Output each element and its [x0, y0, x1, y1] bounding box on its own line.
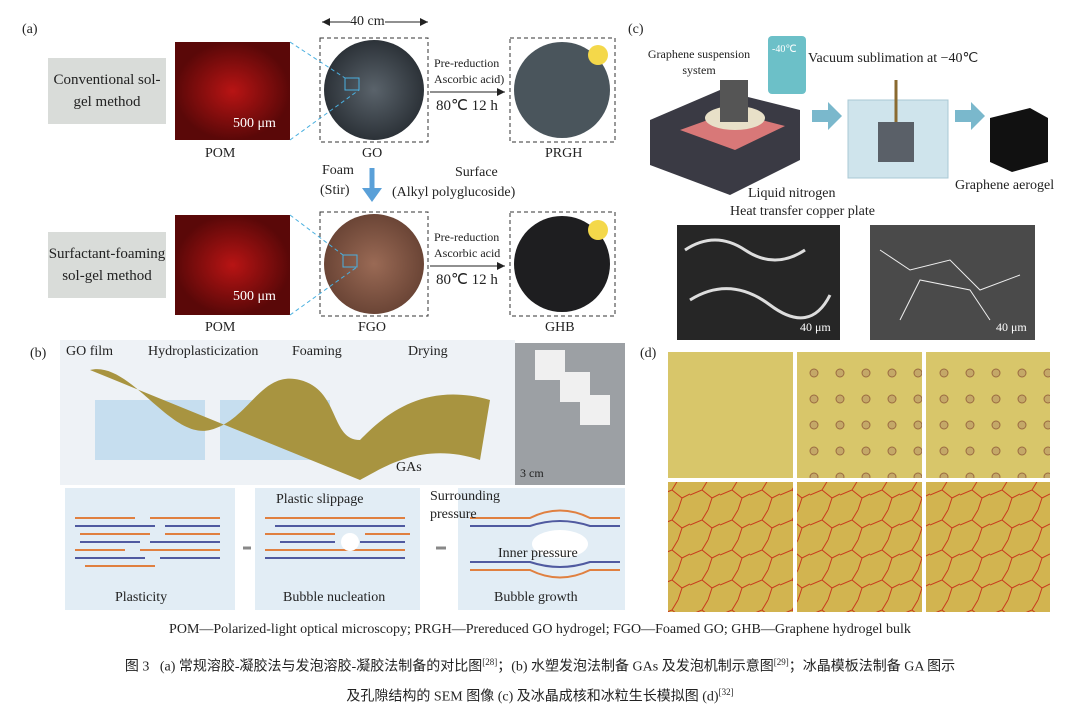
caption-text: (a) 常规溶胶-凝胶法与发泡溶胶-凝胶法制备的对比图 [159, 659, 483, 675]
image-label: PRGH [545, 146, 583, 161]
caption-text: ；冰晶模板法制备 GA 图示及孔隙结构的 SEM 图像 (c) 及冰晶成核和冰粒… [346, 659, 956, 705]
step: Pre-reduction [434, 56, 500, 70]
method-label: Conventional sol-gel method [48, 58, 166, 124]
image-label: POM [205, 320, 236, 335]
dimension: 40 cm [350, 14, 385, 30]
condition: 80℃ 12 h [436, 98, 498, 114]
caption: 图 3 (a) 常规溶胶-凝胶法与发泡溶胶-凝胶法制备的对比图[28]；(b) … [120, 650, 960, 709]
process: (Stir) [320, 183, 350, 198]
stage-label: Bubble nucleation [283, 590, 386, 605]
image-label: GHB [545, 320, 575, 335]
reference: [32] [718, 686, 734, 697]
annotation: Foaming [292, 344, 342, 359]
scale-bar: 40 μm [996, 320, 1027, 334]
scale-bar: 500 μm [233, 116, 276, 131]
annotation: GO film [66, 344, 114, 359]
scale-bar: 3 cm [520, 466, 544, 480]
abbreviations: POM—Polarized-light optical microscopy; … [169, 622, 911, 637]
annotation: Graphene aerogel [955, 178, 1055, 193]
panel-label: (d) [640, 346, 657, 361]
method-label: Surfactant-foaming sol-gel method [48, 232, 166, 298]
panel-label: (b) [30, 346, 47, 361]
scale-bar: 40 μm [800, 320, 831, 334]
annotation: Vacuum sublimation at −40℃ [808, 51, 979, 66]
annotation: Plastic slippage [276, 492, 364, 507]
image-label: POM [205, 146, 236, 161]
panel-label: (a) [22, 22, 38, 37]
stage-label: Bubble growth [494, 590, 578, 605]
figure-number: 图 3 [124, 659, 150, 675]
process: Foam [322, 163, 354, 178]
stage-label: Plasticity [115, 590, 168, 605]
annotation: Drying [408, 344, 448, 359]
annotation: Surrounding pressure [430, 489, 500, 522]
step: Pre-reduction [434, 230, 500, 244]
condition: 80℃ 12 h [436, 272, 498, 288]
process: Surface [455, 165, 498, 180]
annotation: Liquid nitrogen [748, 186, 836, 201]
reference: [29] [773, 657, 789, 667]
device-display: -40℃ [772, 44, 797, 55]
process: (Alkyl polyglucoside) [392, 185, 516, 200]
step: Ascorbic acid [434, 246, 501, 260]
annotation: GAs [396, 460, 422, 475]
reference: [28] [482, 657, 498, 667]
step: Ascorbic acid) [434, 72, 505, 86]
annotation: Hydroplasticization [148, 344, 259, 359]
annotation: Graphene suspension system [647, 47, 751, 77]
panel-label: (c) [628, 22, 644, 37]
annotation: Inner pressure [498, 546, 578, 561]
image-label: GO [362, 146, 383, 161]
image-label: FGO [358, 320, 387, 335]
scale-bar: 500 μm [233, 289, 276, 304]
annotation: Heat transfer copper plate [730, 204, 875, 219]
caption-text: ；(b) 水塑发泡法制备 GAs 及发泡机制示意图 [497, 659, 774, 675]
